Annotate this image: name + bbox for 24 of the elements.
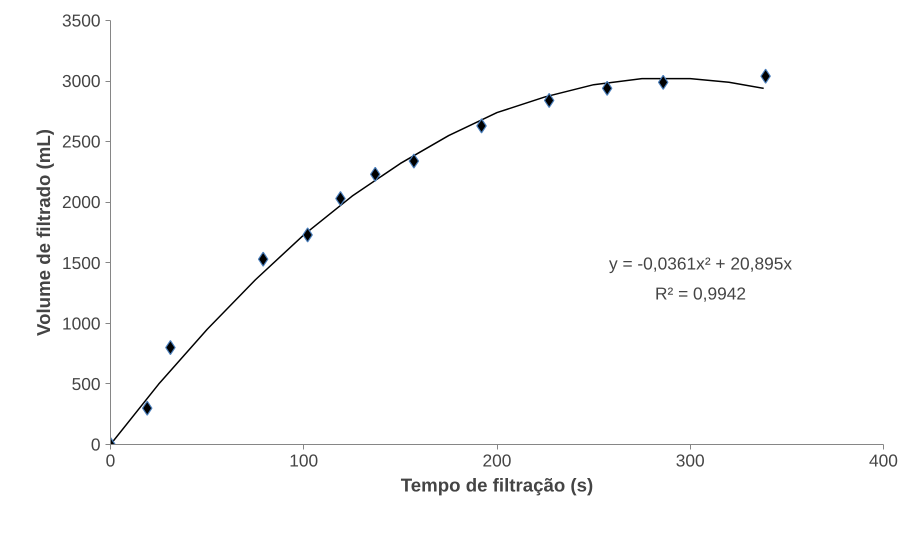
y-axis-title: Volume de filtrado (mL): [32, 129, 54, 336]
x-tick-label: 400: [869, 450, 898, 470]
y-tick-label: 2000: [62, 192, 101, 212]
x-tick-label: 300: [676, 450, 705, 470]
y-tick-label: 1500: [62, 252, 101, 273]
point: [258, 252, 268, 267]
x-tick-label: 200: [482, 450, 512, 470]
y-tick-label: 3000: [62, 71, 101, 92]
y-tick-label: 0: [90, 434, 101, 454]
y-tick-label: 2500: [62, 132, 101, 152]
point: [142, 400, 152, 416]
point: [760, 68, 771, 84]
y-tick-label: 1000: [62, 313, 101, 334]
point: [602, 80, 612, 96]
annotation: R² = 0,9942: [654, 284, 746, 304]
x-tick-label: 0: [106, 450, 116, 470]
y-tick-label: 500: [72, 374, 101, 394]
y-tick-label: 3500: [62, 10, 101, 30]
point: [476, 118, 487, 134]
point: [658, 74, 668, 90]
point: [370, 166, 381, 182]
x-axis-title: Tempo de filtração (s): [400, 474, 594, 496]
annotation: y = -0,0361x² + 20,895x: [608, 254, 792, 274]
x-tick-label: 100: [289, 450, 318, 470]
